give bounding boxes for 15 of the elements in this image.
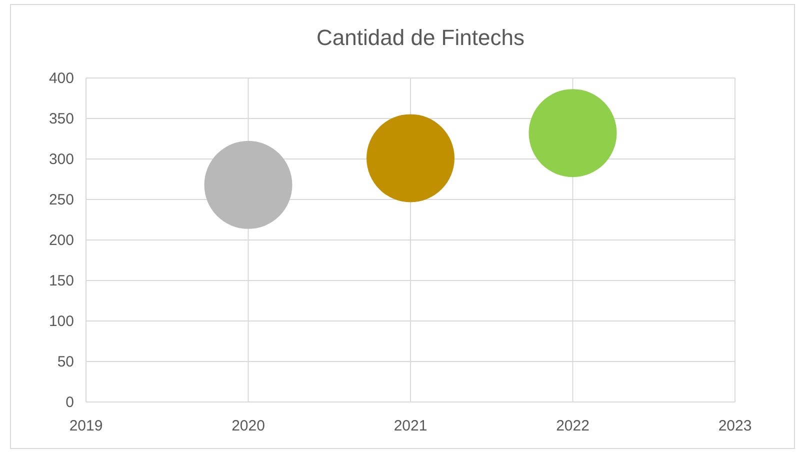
y-tick-label: 400 (48, 70, 74, 87)
y-tick-label: 250 (48, 191, 74, 208)
x-tick-label: 2020 (232, 418, 265, 435)
y-tick-label: 100 (48, 312, 74, 330)
y-tick-label: 50 (57, 353, 74, 370)
x-tick-label: 2022 (556, 418, 590, 435)
chart-title: Cantidad de Fintechs (316, 25, 524, 50)
y-tick-label: 350 (48, 110, 74, 128)
y-tick-label: 150 (48, 272, 74, 290)
y-tick-label: 0 (66, 394, 74, 411)
y-tick-label: 300 (48, 150, 74, 168)
x-tick-label: 2021 (394, 418, 428, 435)
x-tick-label: 2023 (718, 418, 752, 435)
x-tick-label: 2019 (69, 418, 103, 435)
y-tick-label: 200 (48, 232, 74, 249)
